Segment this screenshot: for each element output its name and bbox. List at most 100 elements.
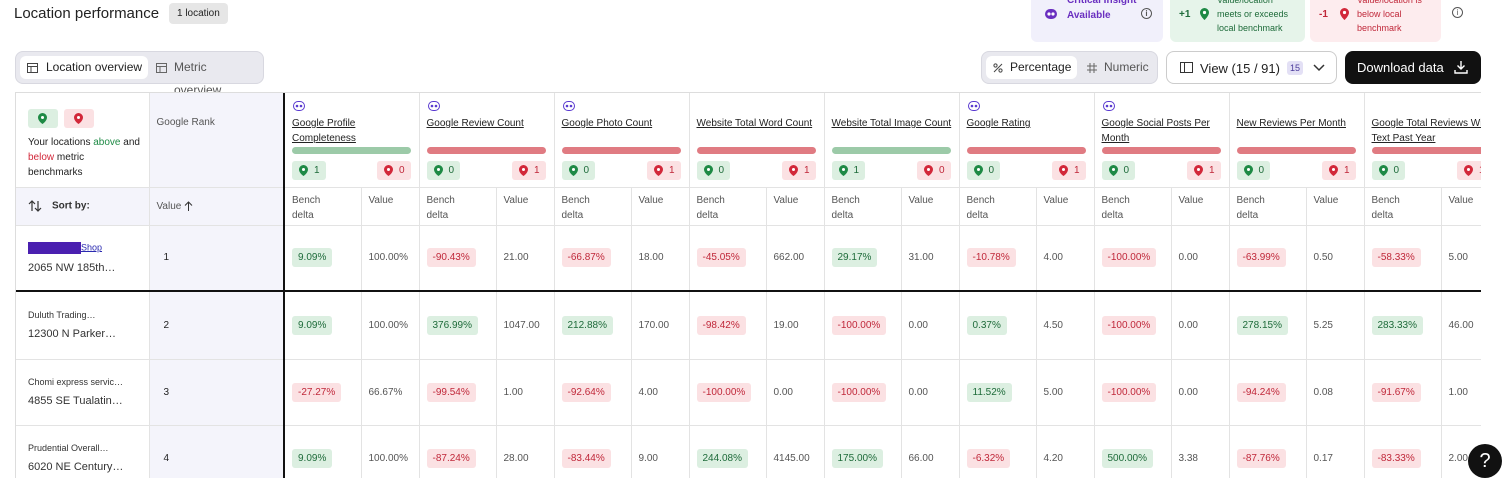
below-delta: -1 xyxy=(1319,9,1328,20)
above-count: 1 xyxy=(831,161,866,180)
subheader-text: Bench delta xyxy=(966,194,995,221)
metric-bar xyxy=(1371,147,1481,154)
value-cell: 4.20 xyxy=(1036,425,1095,478)
delta-subheader: Bench delta xyxy=(554,187,632,226)
view-button[interactable]: View (15 / 91) 15 xyxy=(1166,51,1337,84)
delta-cell: -100.00% xyxy=(1094,359,1172,426)
info-icon[interactable]: i xyxy=(1141,8,1152,19)
value-cell: 28.00 xyxy=(496,425,555,478)
metric-value: 0.00 xyxy=(908,386,928,398)
metric-name[interactable]: Google Social Posts Per Month xyxy=(1101,118,1210,144)
download-icon xyxy=(1454,61,1468,74)
location-badge: 1 location xyxy=(169,3,228,24)
bench-delta: -100.00% xyxy=(1101,248,1157,268)
delta-cell: -87.76% xyxy=(1229,425,1307,478)
rank-cell: 2 xyxy=(149,291,285,360)
info-icon[interactable]: i xyxy=(1452,7,1463,18)
value-cell: 31.00 xyxy=(901,225,960,292)
location-name: Shop xyxy=(28,241,149,254)
delta-subheader: Bench delta xyxy=(824,187,902,226)
bench-delta: -100.00% xyxy=(696,382,752,402)
help-button[interactable]: ? xyxy=(1468,444,1502,478)
metric-name[interactable]: Google Total Reviews With Text Past Year xyxy=(1371,118,1482,144)
summary-lead: Your locations xyxy=(28,137,91,148)
download-button[interactable]: Download data xyxy=(1345,51,1481,84)
metric-value: 1.00 xyxy=(1448,386,1468,398)
metric-value: 28.00 xyxy=(503,452,529,464)
metric-name[interactable]: New Reviews Per Month xyxy=(1236,118,1346,129)
table-container: Your locations above and below metric be… xyxy=(15,92,1481,478)
above-text: Value/location meets or exceeds local be… xyxy=(1217,0,1289,33)
insight-icon xyxy=(1045,9,1057,19)
location-cell: Duluth Trading… 12300 N Parker… xyxy=(16,291,150,360)
rank-value: 2 xyxy=(163,319,170,331)
pin-badge xyxy=(28,109,58,128)
percent-icon xyxy=(993,63,1003,73)
metric-name[interactable]: Google Photo Count xyxy=(561,118,653,129)
below-count: 1 xyxy=(646,161,681,180)
bench-delta: -58.33% xyxy=(1371,248,1421,268)
delta-cell: 212.88% xyxy=(554,291,632,360)
delta-cell: 11.52% xyxy=(959,359,1037,426)
delta-cell: -83.44% xyxy=(554,425,632,478)
bench-delta: -45.05% xyxy=(696,248,746,268)
pin-icon xyxy=(1328,165,1338,176)
value-subheader: Value xyxy=(631,187,690,226)
value-subheader: Value xyxy=(1171,187,1230,226)
metric-name[interactable]: Website Total Word Count xyxy=(696,118,813,129)
metric-header: Google Profile Completeness 1 0 xyxy=(283,93,420,188)
value-subheader: Value xyxy=(496,187,555,226)
bench-delta: 9.09% xyxy=(292,448,333,468)
metric-value: 0.00 xyxy=(908,319,928,331)
metric-header: New Reviews Per Month 0 1 xyxy=(1229,93,1365,188)
bench-delta: -63.99% xyxy=(1236,248,1286,268)
metric-value: 0.17 xyxy=(1313,452,1333,464)
insight-icon xyxy=(293,101,305,111)
bench-delta: 212.88% xyxy=(561,315,613,335)
delta-cell: 283.33% xyxy=(1364,291,1442,360)
location-link[interactable]: Shop xyxy=(81,242,103,253)
value-cell: 66.67% xyxy=(361,359,420,426)
delta-cell: -63.99% xyxy=(1229,225,1307,292)
metric-name[interactable]: Google Rating xyxy=(966,118,1031,129)
subheader-text: Value xyxy=(1448,194,1474,206)
value-cell: 1.00 xyxy=(1441,359,1481,426)
rank-cell: 1 xyxy=(149,225,285,292)
pin-icon xyxy=(838,165,848,176)
metric-name[interactable]: Website Total Image Count xyxy=(831,118,952,129)
value-cell: 0.00 xyxy=(766,359,825,426)
metric-bar xyxy=(1101,147,1221,154)
location-row: Prudential Overall… 6020 NE Century… 4 9.09… xyxy=(16,425,1481,478)
tab-location[interactable]: Location overview xyxy=(20,56,149,79)
metric-value: 4.00 xyxy=(638,386,658,398)
insight-icon xyxy=(1102,101,1115,111)
bench-delta: -6.32% xyxy=(966,448,1011,468)
metric-name[interactable]: Google Review Count xyxy=(426,118,524,129)
bench-delta: -100.00% xyxy=(1101,382,1157,402)
metric-bar xyxy=(292,147,411,154)
bench-delta: -100.00% xyxy=(831,315,887,335)
pin-icon xyxy=(1108,165,1118,176)
delta-cell: -87.24% xyxy=(419,425,497,478)
sort-value-label[interactable]: Value xyxy=(156,200,182,212)
value-subheader: Value xyxy=(1306,187,1365,226)
bench-delta: 244.08% xyxy=(696,448,748,468)
metric-value: 4145.00 xyxy=(773,452,810,464)
arrow-up-icon xyxy=(184,201,193,211)
below-count: 1 xyxy=(1321,161,1356,180)
bench-delta: -99.54% xyxy=(426,382,476,402)
metric-bar xyxy=(966,147,1086,154)
value-cell: 9.00 xyxy=(631,425,690,478)
delta-subheader: Bench delta xyxy=(1094,187,1172,226)
delta-cell: -92.64% xyxy=(554,359,632,426)
pin-icon xyxy=(74,113,83,124)
metric-bar xyxy=(426,147,546,154)
metric-name[interactable]: Google Profile Completeness xyxy=(292,118,356,144)
delta-cell: -100.00% xyxy=(689,359,767,426)
pin-icon xyxy=(433,165,443,176)
metric-value: 3.38 xyxy=(1178,452,1198,464)
metric-value: 0.00 xyxy=(1178,386,1198,398)
mode-percentage[interactable]: Percentage xyxy=(986,56,1078,79)
mode-numeric[interactable]: Numeric xyxy=(1104,60,1149,74)
